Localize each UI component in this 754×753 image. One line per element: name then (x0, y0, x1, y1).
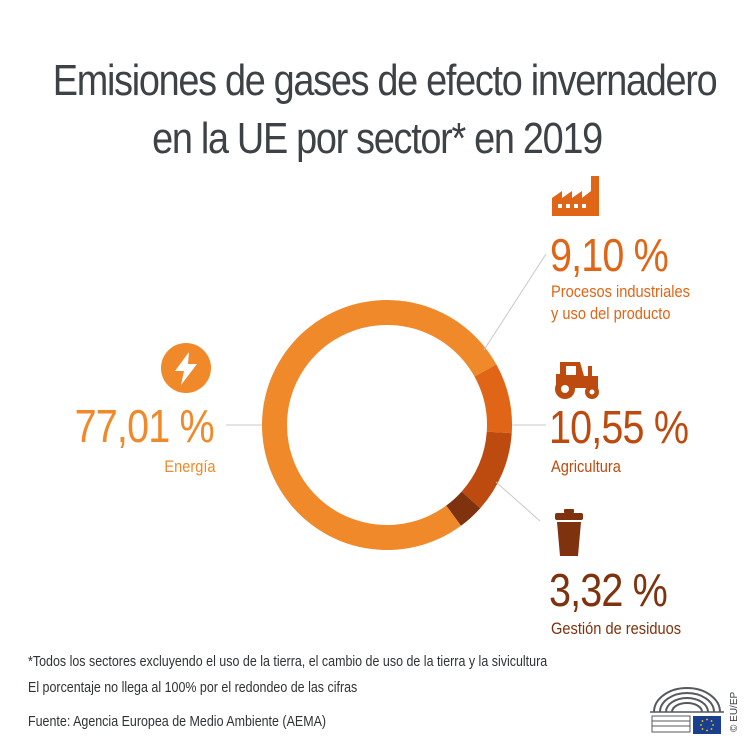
leader-line-procesos (483, 253, 547, 351)
agricultura-label: Agricultura (551, 457, 621, 476)
energia-percent: 77,01 % (74, 400, 215, 452)
title-line-1: Emisiones de gases de efecto invernadero (52, 56, 718, 105)
agricultura-percent: 10,55 % (549, 401, 689, 453)
copyright-credit: © EU/EP (729, 691, 740, 732)
title-line-2: en la UE por sector* en 2019 (152, 114, 603, 163)
donut-slice-procesos-industriales-y-uso-del-producto (474, 364, 512, 434)
chart-title: Emisiones de gases de efecto invernadero… (52, 52, 718, 168)
tractor-icon (555, 362, 599, 399)
energia-label: Energía (164, 457, 216, 476)
source-note: Fuente: Agencia Europea de Medio Ambient… (28, 714, 327, 730)
procesos-label-line-2: y uso del producto (551, 304, 671, 323)
procesos-percent: 9,10 % (550, 229, 669, 281)
donut-slice-agricultura (461, 431, 512, 509)
leader-line-residuos (495, 481, 541, 522)
donut-slice-gestión-de-residuos (446, 491, 481, 526)
factory-icon (552, 176, 599, 216)
lightning-bolt-icon (161, 343, 211, 393)
rounding-note: El porcentaje no llega al 100% por el re… (28, 680, 358, 696)
trash-bin-icon (555, 509, 583, 556)
residuos-label: Gestión de residuos (551, 619, 682, 638)
donut-slices (262, 300, 512, 550)
european-parliament-logo (650, 687, 724, 734)
procesos-label-line-1: Procesos industriales (551, 282, 690, 301)
residuos-percent: 3,32 % (549, 564, 668, 616)
footnote: *Todos los sectores excluyendo el uso de… (28, 654, 548, 670)
